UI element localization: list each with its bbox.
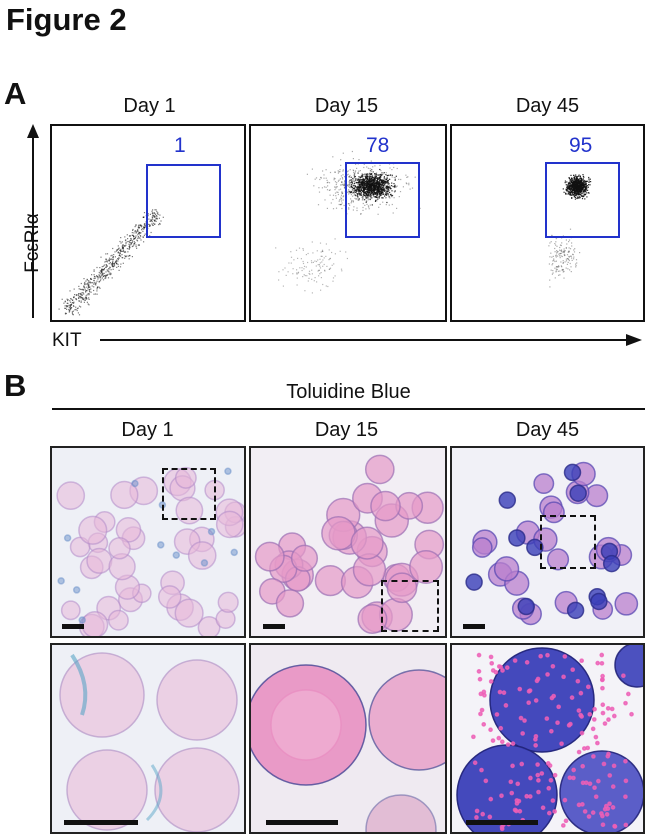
- y-axis-arrow: [27, 124, 39, 318]
- micrograph-zoom-day-15: [249, 643, 447, 834]
- gate-box-day-45: [545, 162, 620, 238]
- panel-b-day-1-label: Day 1: [121, 419, 174, 441]
- flow-plot-day-1: [50, 124, 246, 322]
- micrograph-zoom-day-1: [50, 643, 246, 834]
- inset-box-day-15: [381, 580, 439, 632]
- panel-b-day-45-label: Day 45: [515, 419, 580, 441]
- micrograph-day-15: [249, 446, 447, 638]
- scale-bar-zoom-day-1: [64, 820, 138, 825]
- y-axis-label: FcεRIα: [22, 213, 43, 273]
- panel-b-letter: B: [4, 368, 27, 403]
- panel-b-day-15-label: Day 15: [314, 419, 379, 441]
- panel-a-day-15-label: Day 15: [314, 95, 379, 117]
- flow-scatter-day-15: [275, 150, 421, 294]
- micrograph-zoom-day-45: [450, 643, 645, 834]
- gate-box-day-15: [345, 162, 420, 238]
- micrograph-day-15-image: [251, 448, 445, 636]
- scale-bar-day-15: [263, 624, 285, 629]
- micrograph-zoom-day-45-image: [452, 645, 643, 832]
- flow-plot-day-45: [450, 124, 645, 322]
- stain-rule: [52, 408, 645, 410]
- flow-scatter-day-1: [58, 209, 164, 316]
- gate-percent-day-15: 78: [366, 134, 390, 157]
- stain-label: Toluidine Blue: [286, 381, 411, 403]
- micrograph-day-45: [450, 446, 645, 638]
- x-axis-label: KIT: [52, 330, 82, 351]
- micrograph-zoom-day-1-image: [52, 645, 244, 832]
- micrograph-zoom-day-15-image: [251, 645, 445, 832]
- panel-a-letter: A: [4, 76, 27, 111]
- scale-bar-zoom-day-15: [266, 820, 338, 825]
- gate-percent-day-1: 1: [174, 134, 186, 157]
- scale-bar-day-45: [463, 624, 485, 629]
- inset-box-day-45: [540, 515, 596, 569]
- micrograph-day-45-image: [452, 448, 643, 636]
- gate-box-day-1: [146, 164, 221, 238]
- flow-scatter-day-45: [548, 174, 592, 288]
- micrograph-day-1-image: [52, 448, 244, 636]
- inset-box-day-1: [162, 468, 216, 520]
- figure-title: Figure 2: [6, 2, 127, 37]
- panel-a-day-1-label: Day 1: [123, 95, 176, 117]
- flow-plot-day-15: [249, 124, 447, 322]
- scale-bar-zoom-day-45: [466, 820, 538, 825]
- scale-bar-day-1: [62, 624, 84, 629]
- panel-a-day-45-label: Day 45: [515, 95, 580, 117]
- gate-percent-day-45: 95: [569, 134, 593, 157]
- x-axis-arrow: [100, 334, 642, 346]
- micrograph-day-1: [50, 446, 246, 638]
